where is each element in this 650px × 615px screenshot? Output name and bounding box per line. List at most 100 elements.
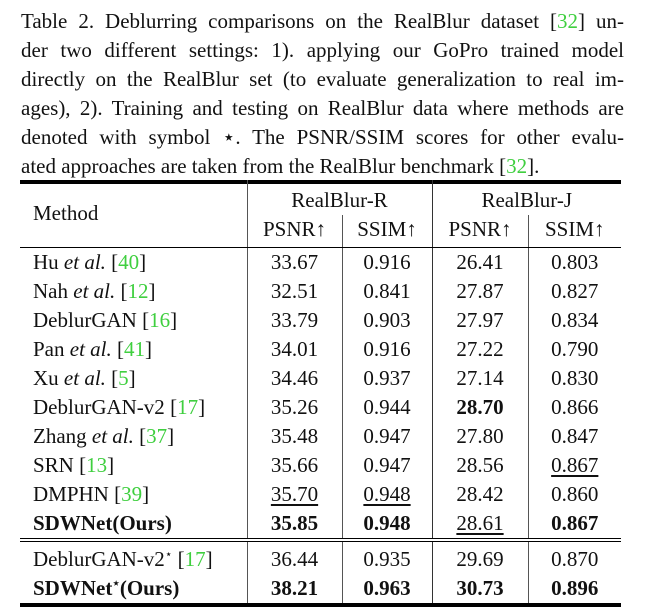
value-text: 0.790 bbox=[551, 337, 599, 361]
group-header-realblur-r: RealBlur-R bbox=[247, 180, 433, 215]
value-text: 0.935 bbox=[363, 547, 411, 571]
method-name: Xu bbox=[33, 366, 64, 390]
method-cell: DeblurGAN-v2⋆ [17] bbox=[20, 540, 248, 574]
value-cell: 0.903 bbox=[342, 306, 433, 335]
citation-link[interactable]: 5 bbox=[118, 366, 129, 390]
value-text: 0.944 bbox=[363, 395, 411, 419]
caption-text: denoted with symbol ⋆. The PSNR/SSIM sco… bbox=[21, 125, 624, 149]
value-cell: 28.61 bbox=[432, 509, 529, 542]
caption-line: directly on the RealBlur set (to evaluat… bbox=[21, 65, 624, 94]
value-cell: 0.867 bbox=[528, 451, 621, 480]
value-text: 32.51 bbox=[270, 279, 319, 303]
value-cell: 33.79 bbox=[247, 306, 343, 335]
value-text: 38.21 bbox=[270, 576, 319, 600]
table-row: SRN [13] 35.66 0.947 28.56 0.867 bbox=[20, 451, 621, 480]
citation-link[interactable]: 37 bbox=[146, 424, 168, 448]
method-cell: SDWNet(Ours) bbox=[20, 509, 248, 542]
table-row: Nah et al. [12] 32.51 0.841 27.87 0.827 bbox=[20, 277, 621, 306]
et-al-text: et al. bbox=[73, 279, 116, 303]
et-al-text: et al. bbox=[63, 250, 106, 274]
citation-link[interactable]: 17 bbox=[184, 547, 206, 571]
citation-link[interactable]: 39 bbox=[121, 482, 143, 506]
method-name: Pan bbox=[33, 337, 70, 361]
table-row: DeblurGAN-v2⋆ [17] 36.44 0.935 29.69 0.870 bbox=[20, 540, 621, 574]
value-text: 0.916 bbox=[363, 250, 411, 274]
caption-line: der two different settings: 1). applying… bbox=[21, 36, 624, 65]
value-cell: 27.22 bbox=[432, 335, 529, 364]
value-cell: 0.841 bbox=[342, 277, 433, 306]
value-text: 27.14 bbox=[456, 366, 504, 390]
value-text: 0.948 bbox=[363, 511, 411, 535]
value-cell: 28.70 bbox=[432, 393, 529, 422]
value-cell: 0.947 bbox=[342, 451, 433, 480]
caption-text: Table 2. Deblurring comparisons on the R… bbox=[21, 9, 558, 33]
method-name: SRN bbox=[33, 453, 80, 477]
method-cell: DeblurGAN-v2 [17] bbox=[20, 393, 248, 422]
et-al-text: et al. bbox=[91, 424, 134, 448]
table-row: Zhang et al. [37] 35.48 0.947 27.80 0.847 bbox=[20, 422, 621, 451]
value-cell: 0.937 bbox=[342, 364, 433, 393]
value-cell: 0.803 bbox=[528, 248, 621, 278]
value-text: 36.44 bbox=[270, 547, 319, 571]
value-text: 34.01 bbox=[270, 337, 319, 361]
method-name: DeblurGAN bbox=[33, 308, 143, 332]
value-cell: 0.830 bbox=[528, 364, 621, 393]
method-cell: Hu et al. [40] bbox=[20, 247, 248, 277]
table-row: Xu et al. [5] 34.46 0.937 27.14 0.830 bbox=[20, 364, 621, 393]
value-cell: 35.70 bbox=[247, 480, 343, 509]
value-cell: 0.867 bbox=[528, 509, 621, 542]
star-symbol: ⋆ bbox=[164, 547, 173, 561]
value-text: 27.22 bbox=[456, 337, 504, 361]
star-symbol: ⋆ bbox=[112, 576, 120, 590]
citation-link[interactable]: 32 bbox=[506, 154, 528, 178]
caption-text: ages), 2). Training and testing on RealB… bbox=[21, 96, 624, 120]
table-row: DeblurGAN-v2 [17] 35.26 0.944 28.70 0.866 bbox=[20, 393, 621, 422]
table-row: SDWNet⋆(Ours) 38.21 0.963 30.73 0.896 bbox=[20, 574, 621, 603]
value-text: 35.70 bbox=[270, 482, 319, 506]
citation-link[interactable]: 17 bbox=[177, 395, 199, 419]
method-name: DMPHN bbox=[33, 482, 115, 506]
method-header: Method bbox=[20, 180, 248, 248]
caption-line: Table 2. Deblurring comparisons on the R… bbox=[21, 7, 624, 36]
value-text: 0.834 bbox=[551, 308, 599, 332]
value-text: 27.87 bbox=[456, 279, 504, 303]
citation-link[interactable]: 40 bbox=[118, 250, 140, 274]
et-al-text: et al. bbox=[69, 337, 112, 361]
value-cell: 35.85 bbox=[247, 509, 343, 542]
value-cell: 28.42 bbox=[432, 480, 529, 509]
value-cell: 27.14 bbox=[432, 364, 529, 393]
bottom-rule bbox=[20, 603, 621, 607]
value-cell: 0.896 bbox=[528, 574, 621, 603]
method-suffix: (Ours) bbox=[119, 576, 180, 600]
value-text: 0.803 bbox=[551, 250, 599, 274]
method-cell: Nah et al. [12] bbox=[20, 277, 248, 306]
value-text: 35.66 bbox=[270, 453, 319, 477]
value-text: 0.937 bbox=[363, 366, 411, 390]
method-cell: Zhang et al. [37] bbox=[20, 422, 248, 451]
method-name: Zhang bbox=[33, 424, 92, 448]
method-name: SDWNet(Ours) bbox=[33, 511, 172, 535]
value-text: 33.67 bbox=[270, 250, 319, 274]
value-cell: 0.827 bbox=[528, 277, 621, 306]
value-text: 27.97 bbox=[456, 308, 504, 332]
method-cell: Pan et al. [41] bbox=[20, 335, 248, 364]
citation-link[interactable]: 12 bbox=[127, 279, 149, 303]
value-text: 0.867 bbox=[551, 453, 599, 477]
value-cell: 32.51 bbox=[247, 277, 343, 306]
method-name: SDWNet bbox=[33, 576, 113, 600]
value-text: 28.56 bbox=[456, 453, 504, 477]
citation-link[interactable]: 41 bbox=[124, 337, 145, 361]
value-text: 0.866 bbox=[551, 395, 599, 419]
method-name: DeblurGAN-v2 bbox=[33, 395, 171, 419]
group-header-realblur-j: RealBlur-J bbox=[481, 188, 573, 212]
value-cell: 30.73 bbox=[432, 574, 529, 603]
citation-link[interactable]: 32 bbox=[557, 9, 579, 33]
value-cell: 0.790 bbox=[528, 335, 621, 364]
citation-link[interactable]: 16 bbox=[149, 308, 171, 332]
value-text: 0.847 bbox=[551, 424, 599, 448]
et-al-text: et al. bbox=[63, 366, 106, 390]
value-cell: 0.963 bbox=[342, 574, 433, 603]
value-cell: 35.26 bbox=[247, 393, 343, 422]
citation-link[interactable]: 13 bbox=[86, 453, 108, 477]
value-cell: 0.834 bbox=[528, 306, 621, 335]
